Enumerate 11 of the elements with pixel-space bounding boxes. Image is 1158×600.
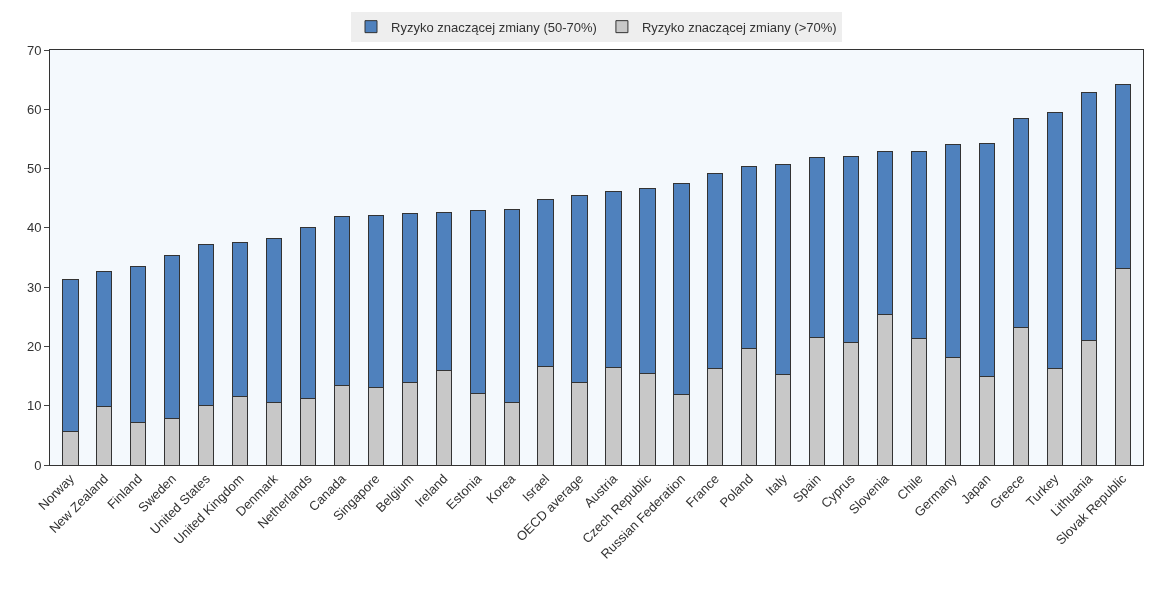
y-tick-label: 40 — [26, 220, 42, 236]
y-tick-label: 0 — [34, 457, 42, 473]
y-tick-label: 10 — [26, 398, 42, 414]
legend-label: Ryzyko znaczącej zmiany (>70%) — [641, 19, 837, 35]
y-tick-label: 30 — [26, 279, 42, 295]
y-tick-label: 20 — [26, 338, 42, 354]
y-tick-label: 70 — [26, 42, 42, 58]
legend-label: Ryzyko znaczącej zmiany (50-70%) — [391, 19, 597, 35]
x-tick-label: Italy — [762, 470, 791, 499]
y-tick-label: 50 — [26, 161, 42, 177]
y-tick-label: 60 — [26, 101, 42, 117]
